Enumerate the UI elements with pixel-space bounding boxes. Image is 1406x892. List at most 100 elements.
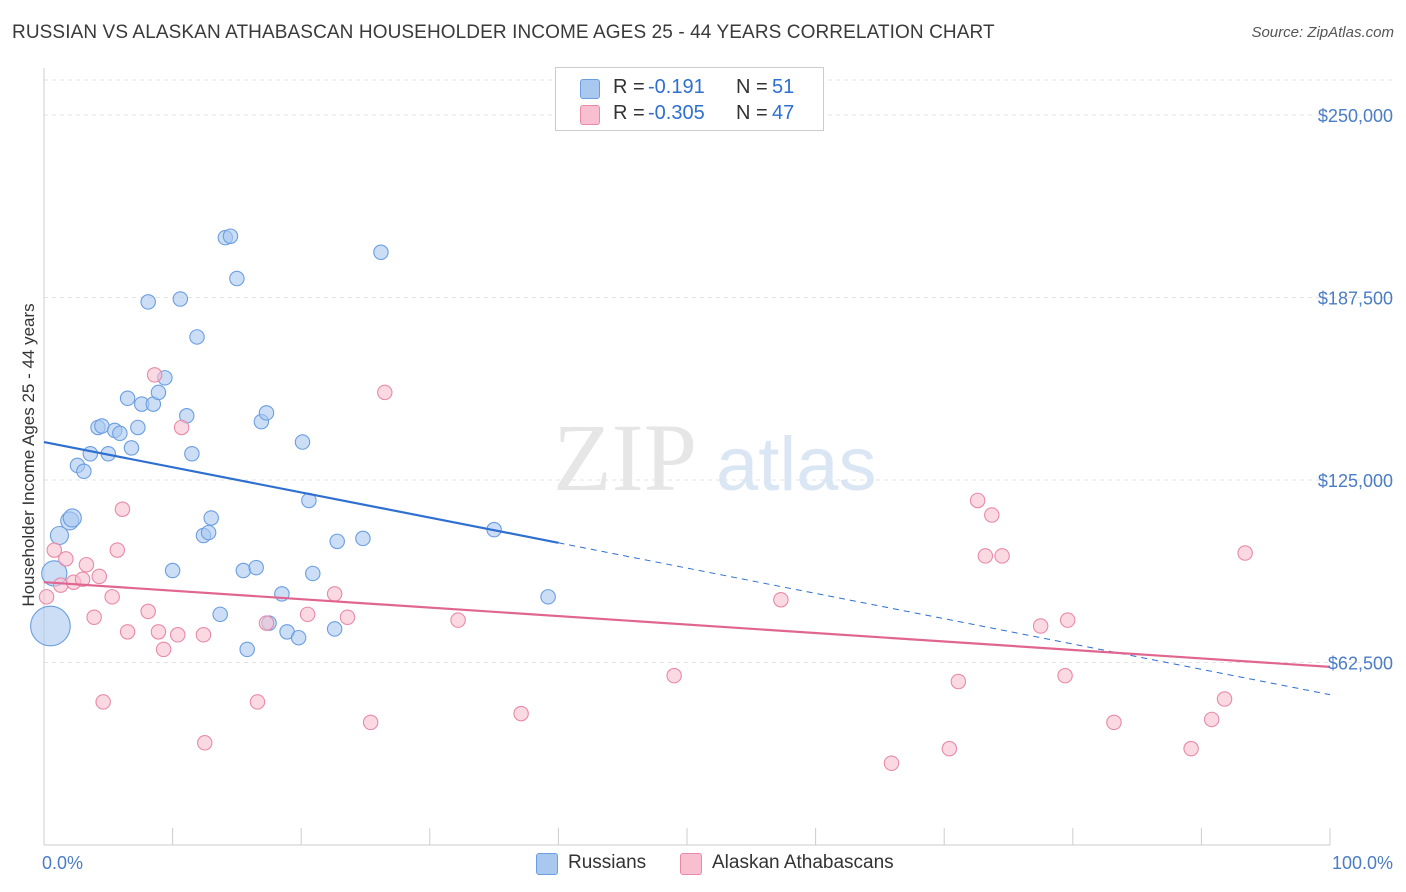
athabascans-point bbox=[104, 589, 120, 605]
russians-point bbox=[212, 606, 228, 623]
athabascans-point bbox=[339, 609, 356, 626]
legend-label-russians: Russians bbox=[568, 852, 647, 873]
athabascans-point bbox=[1032, 618, 1049, 634]
chart-source: Source: ZipAtlas.com bbox=[1251, 24, 1394, 41]
athabascans-point bbox=[950, 673, 967, 690]
athabascans-point bbox=[299, 606, 316, 623]
athabascans-point bbox=[377, 384, 393, 401]
x-tick-labels: 0.0% 100.0% bbox=[42, 853, 1393, 873]
russians-point bbox=[248, 559, 264, 576]
athabascans-point bbox=[883, 755, 900, 771]
athabascans-point bbox=[1237, 545, 1253, 561]
russians-point bbox=[140, 294, 156, 310]
russians-point bbox=[112, 425, 128, 442]
russians-point bbox=[164, 562, 181, 579]
russians-point bbox=[326, 621, 343, 637]
russians-point bbox=[355, 530, 371, 547]
russians-point bbox=[62, 508, 82, 528]
legend-swatch-athabascans bbox=[580, 105, 600, 125]
legend-n-value: 51 bbox=[772, 76, 795, 98]
russians-point bbox=[239, 641, 255, 658]
athabascans-point bbox=[513, 705, 529, 722]
watermark-atlas: atlas bbox=[716, 422, 877, 507]
russians-point bbox=[290, 629, 307, 646]
russians-point bbox=[123, 440, 140, 456]
athabascans-point bbox=[52, 577, 69, 593]
athabascans-point bbox=[173, 419, 190, 436]
y-tick-label: $250,000 bbox=[1318, 106, 1393, 126]
athabascans-point bbox=[146, 367, 163, 383]
athabascans-point bbox=[95, 694, 111, 710]
data-points bbox=[30, 228, 1253, 771]
y-tick-label: $62,500 bbox=[1328, 654, 1393, 674]
athabascans-point bbox=[666, 667, 682, 684]
russians-point bbox=[203, 510, 219, 526]
y-axis-label: Householder Income Ages 25 - 44 years bbox=[19, 303, 38, 606]
russians-point bbox=[235, 562, 252, 579]
athabascans-point bbox=[969, 492, 986, 509]
athabascans-point bbox=[984, 507, 1000, 523]
legend-swatch-russians bbox=[580, 79, 600, 99]
athabascans-point bbox=[1203, 711, 1220, 728]
russians-trend-line bbox=[43, 440, 559, 544]
athabascans-point bbox=[1057, 667, 1073, 684]
athabascans-point bbox=[197, 735, 213, 751]
athabascans-point bbox=[1106, 714, 1122, 731]
athabascans-point bbox=[362, 714, 379, 731]
athabascans-point bbox=[78, 556, 95, 573]
chart-title: RUSSIAN VS ALASKAN ATHABASCAN HOUSEHOLDE… bbox=[12, 22, 995, 43]
athabascans-point bbox=[114, 501, 131, 517]
athabascans-point bbox=[326, 586, 343, 602]
russians-point bbox=[222, 228, 239, 244]
x-tick-label: 0.0% bbox=[42, 853, 83, 873]
athabascans-point bbox=[1216, 691, 1233, 707]
russians-point bbox=[540, 589, 556, 605]
y-tick-label: $187,500 bbox=[1318, 289, 1393, 309]
axes bbox=[43, 68, 1331, 846]
russians-point bbox=[82, 445, 99, 462]
russians-point bbox=[258, 405, 275, 421]
russians-point bbox=[294, 434, 311, 450]
russians-point bbox=[200, 524, 217, 541]
athabascans-point bbox=[1059, 612, 1076, 628]
athabascans-point bbox=[169, 627, 186, 643]
russians-point bbox=[119, 390, 136, 407]
athabascans-point bbox=[450, 612, 466, 628]
athabascans-point bbox=[1183, 740, 1199, 757]
athabascans-point bbox=[941, 740, 958, 757]
watermark: ZIP atlas bbox=[553, 404, 877, 511]
athabascans-point bbox=[977, 548, 994, 564]
athabascans-point bbox=[150, 624, 167, 640]
russians-point bbox=[189, 329, 205, 345]
athabascans-point bbox=[119, 624, 136, 640]
legend-n-value: 47 bbox=[772, 102, 795, 124]
athabascans-point bbox=[109, 542, 126, 558]
legend-r-value: -0.191 bbox=[648, 76, 705, 98]
russians-point bbox=[172, 291, 189, 307]
athabascans-point bbox=[46, 542, 63, 558]
x-tick-label: 100.0% bbox=[1332, 853, 1393, 873]
trend-lines bbox=[43, 440, 1331, 696]
russians-point bbox=[150, 384, 167, 401]
athabascans-point bbox=[258, 615, 275, 631]
athabascans-point bbox=[38, 589, 55, 605]
athabascans-point bbox=[195, 627, 212, 643]
athabascans-point bbox=[155, 641, 172, 658]
athabascans-point bbox=[249, 694, 266, 710]
legend-label-athabascans: Alaskan Athabascans bbox=[712, 852, 894, 873]
russians-point bbox=[329, 533, 345, 550]
athabascans-point bbox=[86, 609, 102, 626]
athabascans-point bbox=[91, 568, 108, 585]
russians-point bbox=[229, 270, 245, 287]
y-tick-labels: $250,000 $187,500 $125,000 $62,500 bbox=[1318, 106, 1393, 673]
athabascans-point bbox=[994, 548, 1010, 564]
athabascans-point bbox=[58, 551, 74, 567]
stats-legend: R = -0.191 N = 51 R = -0.305 N = 47 bbox=[555, 67, 824, 131]
athabascans-point bbox=[74, 571, 91, 588]
legend-r-value: -0.305 bbox=[648, 102, 705, 124]
russians-point bbox=[94, 418, 110, 434]
legend-swatch-russians bbox=[536, 853, 558, 875]
russians-point bbox=[76, 463, 92, 480]
legend-r-label: R = bbox=[613, 76, 645, 98]
